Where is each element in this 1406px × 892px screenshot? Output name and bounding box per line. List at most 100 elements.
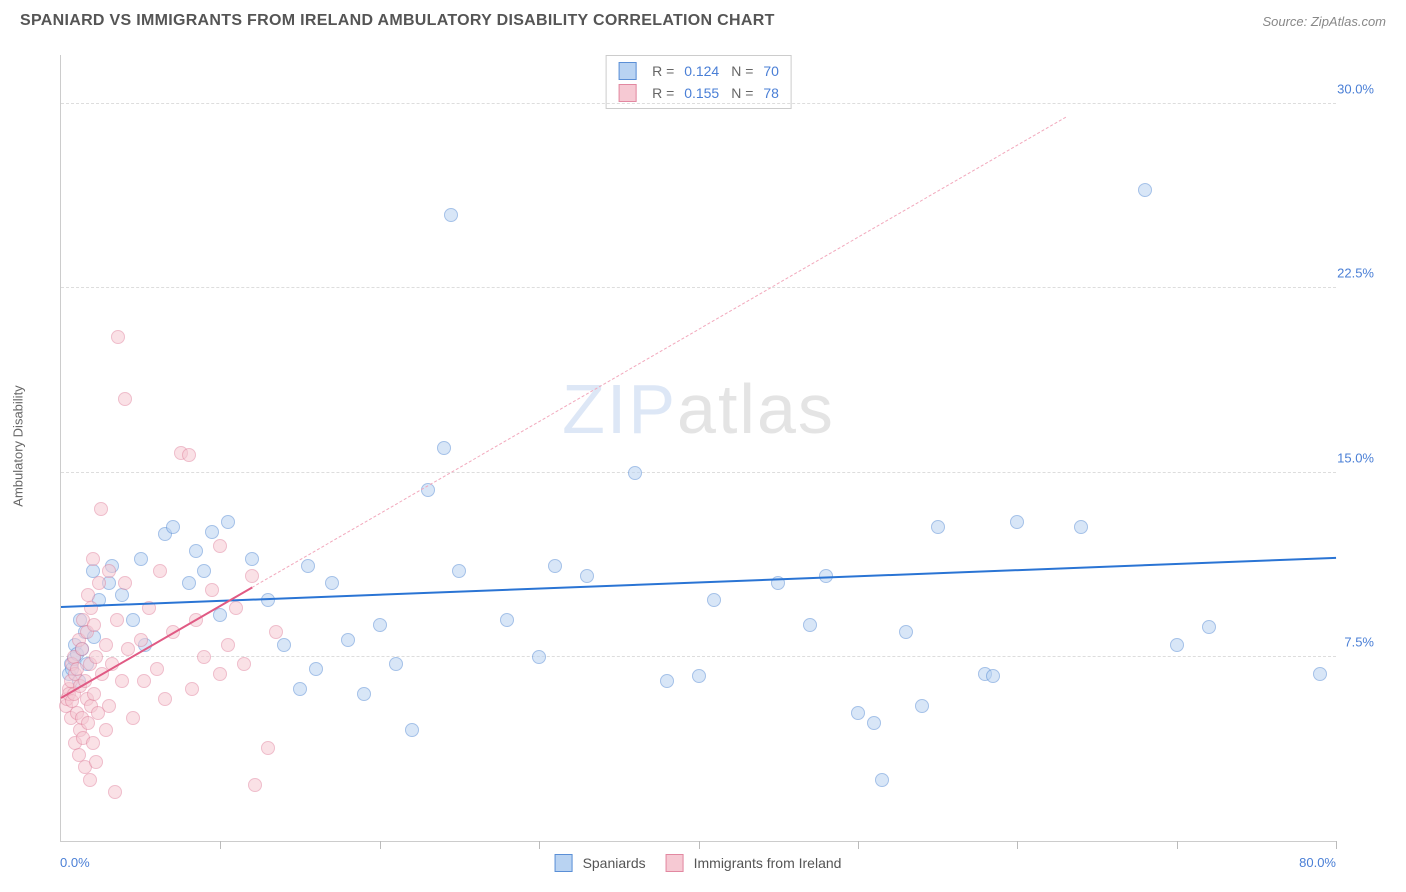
correlation-row: R = 0.124 N = 70 bbox=[618, 60, 779, 82]
x-origin-label: 0.0% bbox=[60, 855, 90, 870]
data-point bbox=[102, 564, 116, 578]
data-point bbox=[87, 687, 101, 701]
data-point bbox=[89, 650, 103, 664]
data-point bbox=[915, 699, 929, 713]
data-point bbox=[229, 601, 243, 615]
series-legend: Spaniards Immigrants from Ireland bbox=[555, 854, 842, 872]
legend-item: Spaniards bbox=[555, 854, 646, 872]
correlation-row: R = 0.155 N = 78 bbox=[618, 82, 779, 104]
data-point bbox=[189, 544, 203, 558]
data-point bbox=[213, 667, 227, 681]
watermark-part2: atlas bbox=[677, 370, 835, 448]
data-point bbox=[1170, 638, 1184, 652]
data-point bbox=[83, 773, 97, 787]
data-point bbox=[115, 674, 129, 688]
data-point bbox=[341, 633, 355, 647]
data-point bbox=[660, 674, 674, 688]
data-point bbox=[205, 583, 219, 597]
data-point bbox=[86, 736, 100, 750]
data-point bbox=[580, 569, 594, 583]
chart-title: SPANIARD VS IMMIGRANTS FROM IRELAND AMBU… bbox=[20, 12, 775, 30]
data-point bbox=[108, 785, 122, 799]
data-point bbox=[309, 662, 323, 676]
data-point bbox=[153, 564, 167, 578]
data-point bbox=[452, 564, 466, 578]
data-point bbox=[197, 564, 211, 578]
gridline bbox=[61, 287, 1336, 288]
data-point bbox=[182, 448, 196, 462]
x-max-label: 80.0% bbox=[1299, 855, 1336, 870]
data-point bbox=[115, 588, 129, 602]
data-point bbox=[245, 569, 259, 583]
data-point bbox=[899, 625, 913, 639]
plot-area: ZIPatlas R = 0.124N = 70R = 0.155N = 78 … bbox=[60, 55, 1336, 842]
x-tick bbox=[220, 841, 221, 849]
data-point bbox=[707, 593, 721, 607]
data-point bbox=[851, 706, 865, 720]
legend-swatch bbox=[555, 854, 573, 872]
data-point bbox=[444, 208, 458, 222]
data-point bbox=[548, 559, 562, 573]
data-point bbox=[500, 613, 514, 627]
x-tick bbox=[1177, 841, 1178, 849]
n-label: N = 78 bbox=[731, 85, 779, 101]
data-point bbox=[1074, 520, 1088, 534]
data-point bbox=[245, 552, 259, 566]
n-label: N = 70 bbox=[731, 63, 779, 79]
data-point bbox=[84, 601, 98, 615]
data-point bbox=[875, 773, 889, 787]
r-label: R = 0.124 bbox=[652, 63, 719, 79]
legend-swatch bbox=[666, 854, 684, 872]
data-point bbox=[389, 657, 403, 671]
data-point bbox=[293, 682, 307, 696]
data-point bbox=[237, 657, 251, 671]
gridline bbox=[61, 103, 1336, 104]
data-point bbox=[75, 642, 89, 656]
legend-label: Spaniards bbox=[583, 855, 646, 871]
data-point bbox=[110, 613, 124, 627]
data-point bbox=[931, 520, 945, 534]
y-tick-label: 22.5% bbox=[1337, 266, 1374, 281]
data-point bbox=[213, 539, 227, 553]
data-point bbox=[166, 520, 180, 534]
data-point bbox=[1010, 515, 1024, 529]
data-point bbox=[405, 723, 419, 737]
data-point bbox=[532, 650, 546, 664]
data-point bbox=[248, 778, 262, 792]
data-point bbox=[213, 608, 227, 622]
legend-item: Immigrants from Ireland bbox=[666, 854, 842, 872]
data-point bbox=[94, 502, 108, 516]
data-point bbox=[197, 650, 211, 664]
watermark-part1: ZIP bbox=[562, 370, 677, 448]
data-point bbox=[150, 662, 164, 676]
legend-swatch bbox=[618, 62, 636, 80]
data-point bbox=[277, 638, 291, 652]
chart-container: ZIPatlas R = 0.124N = 70R = 0.155N = 78 … bbox=[60, 55, 1336, 842]
data-point bbox=[86, 552, 100, 566]
gridline bbox=[61, 472, 1336, 473]
data-point bbox=[1138, 183, 1152, 197]
x-tick bbox=[539, 841, 540, 849]
data-point bbox=[118, 392, 132, 406]
x-tick bbox=[699, 841, 700, 849]
data-point bbox=[102, 699, 116, 713]
data-point bbox=[628, 466, 642, 480]
data-point bbox=[137, 674, 151, 688]
correlation-legend: R = 0.124 N = 70 R = 0.155 N = 78 bbox=[605, 55, 792, 109]
data-point bbox=[261, 741, 275, 755]
x-tick bbox=[380, 841, 381, 849]
trend-line bbox=[252, 117, 1066, 588]
data-point bbox=[205, 525, 219, 539]
data-point bbox=[134, 633, 148, 647]
data-point bbox=[126, 613, 140, 627]
data-point bbox=[1313, 667, 1327, 681]
r-label: R = 0.155 bbox=[652, 85, 719, 101]
y-tick-label: 15.0% bbox=[1337, 450, 1374, 465]
x-tick bbox=[1017, 841, 1018, 849]
data-point bbox=[99, 723, 113, 737]
data-point bbox=[803, 618, 817, 632]
data-point bbox=[692, 669, 706, 683]
data-point bbox=[1202, 620, 1216, 634]
y-tick-label: 30.0% bbox=[1337, 82, 1374, 97]
data-point bbox=[158, 692, 172, 706]
